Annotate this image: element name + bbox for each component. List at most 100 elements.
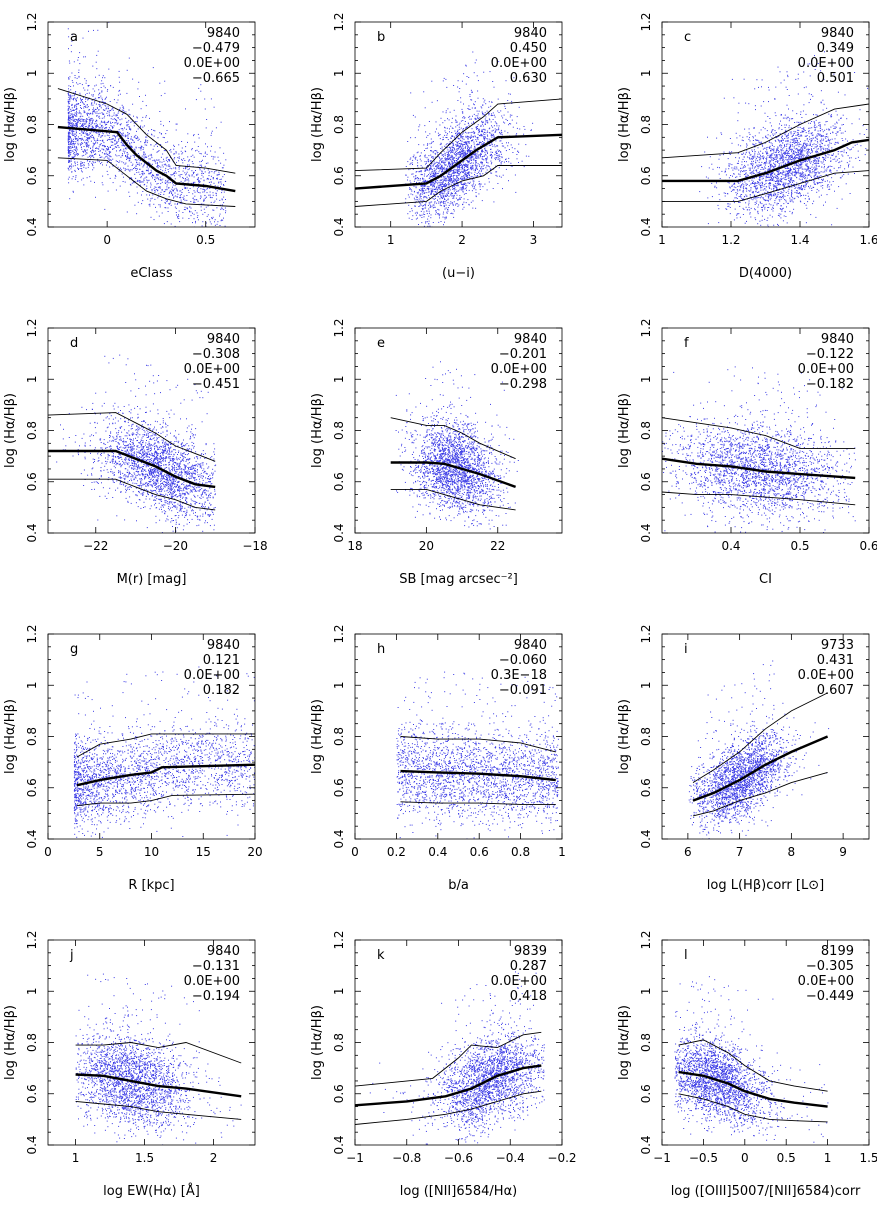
scatter-point xyxy=(499,132,500,133)
scatter-point xyxy=(122,128,123,129)
scatter-point xyxy=(108,122,109,123)
scatter-point xyxy=(138,159,139,160)
scatter-point xyxy=(468,133,469,134)
scatter-point xyxy=(118,141,119,142)
scatter-point xyxy=(188,175,189,176)
scatter-point xyxy=(417,192,418,193)
scatter-point xyxy=(75,179,76,180)
scatter-point xyxy=(496,157,497,158)
scatter-point xyxy=(68,179,69,180)
scatter-point xyxy=(439,158,440,159)
scatter-point xyxy=(462,157,463,158)
scatter-point xyxy=(441,182,442,183)
scatter-point xyxy=(408,169,409,170)
scatter-point xyxy=(76,125,77,126)
scatter-point xyxy=(103,145,104,146)
scatter-point xyxy=(443,176,444,177)
scatter-point xyxy=(108,155,109,156)
scatter-point xyxy=(68,99,69,100)
scatter-point xyxy=(471,176,472,177)
scatter-point xyxy=(107,122,108,123)
scatter-point xyxy=(430,155,431,156)
scatter-point xyxy=(463,184,464,185)
scatter-point xyxy=(469,151,470,152)
scatter-point xyxy=(203,173,204,174)
scatter-point xyxy=(450,180,451,181)
scatter-point xyxy=(833,181,834,182)
scatter-point xyxy=(449,147,450,148)
scatter-point xyxy=(180,174,181,175)
scatter-point xyxy=(212,218,213,219)
scatter-point xyxy=(134,167,135,168)
scatter-point xyxy=(213,177,214,178)
scatter-point xyxy=(456,149,457,150)
scatter-point xyxy=(848,164,849,165)
scatter-point xyxy=(74,110,75,111)
scatter-point xyxy=(115,136,116,137)
scatter-point xyxy=(463,128,464,129)
scatter-point xyxy=(72,107,73,108)
scatter-point xyxy=(468,150,469,151)
scatter-point xyxy=(104,117,105,118)
scatter-point xyxy=(430,143,431,144)
scatter-point xyxy=(472,168,473,169)
scatter-point xyxy=(499,176,500,177)
scatter-point xyxy=(103,149,104,150)
scatter-point xyxy=(439,135,440,136)
scatter-point xyxy=(461,128,462,129)
scatter-point xyxy=(110,85,111,86)
scatter-point xyxy=(93,88,94,89)
scatter-point xyxy=(434,205,435,206)
scatter-point xyxy=(422,190,423,191)
scatter-point xyxy=(164,172,165,173)
scatter-point xyxy=(454,149,455,150)
scatter-point xyxy=(70,155,71,156)
scatter-point xyxy=(101,162,102,163)
scatter-point xyxy=(448,155,449,156)
scatter-point xyxy=(195,170,196,171)
scatter-point xyxy=(68,97,69,98)
scatter-point xyxy=(468,143,469,144)
scatter-point xyxy=(146,180,147,181)
scatter-point xyxy=(146,177,147,178)
scatter-point xyxy=(160,205,161,206)
scatter-point xyxy=(466,127,467,128)
scatter-point xyxy=(115,178,116,179)
scatter-point xyxy=(820,134,821,135)
scatter-point xyxy=(113,182,114,183)
scatter-point xyxy=(445,218,446,219)
scatter-point xyxy=(418,180,419,181)
scatter-point xyxy=(764,163,765,164)
scatter-point xyxy=(209,182,210,183)
scatter-point xyxy=(120,168,121,169)
scatter-point xyxy=(414,186,415,187)
scatter-point xyxy=(457,131,458,132)
scatter-point xyxy=(121,161,122,162)
scatter-point xyxy=(191,170,192,171)
scatter-point xyxy=(157,160,158,161)
scatter-point xyxy=(435,201,436,202)
scatter-point xyxy=(117,117,118,118)
scatter-point xyxy=(479,111,480,112)
scatter-point xyxy=(74,149,75,150)
scatter-point xyxy=(102,149,103,150)
scatter-point xyxy=(459,168,460,169)
scatter-point xyxy=(99,161,100,162)
scatter-point xyxy=(459,91,460,92)
scatter-point xyxy=(437,191,438,192)
scatter-point xyxy=(425,157,426,158)
scatter-point xyxy=(816,144,817,145)
scatter-point xyxy=(435,189,436,190)
scatter-point xyxy=(119,90,120,91)
scatter-point xyxy=(70,121,71,122)
scatter-point xyxy=(142,166,143,167)
scatter-point xyxy=(225,253,226,254)
scatter-point xyxy=(792,142,793,143)
scatter-point xyxy=(450,159,451,160)
scatter-point xyxy=(439,171,440,172)
scatter-point xyxy=(151,184,152,185)
scatter-point xyxy=(220,147,221,148)
scatter-point xyxy=(106,113,107,114)
scatter-point xyxy=(175,167,176,168)
scatter-point xyxy=(466,187,467,188)
